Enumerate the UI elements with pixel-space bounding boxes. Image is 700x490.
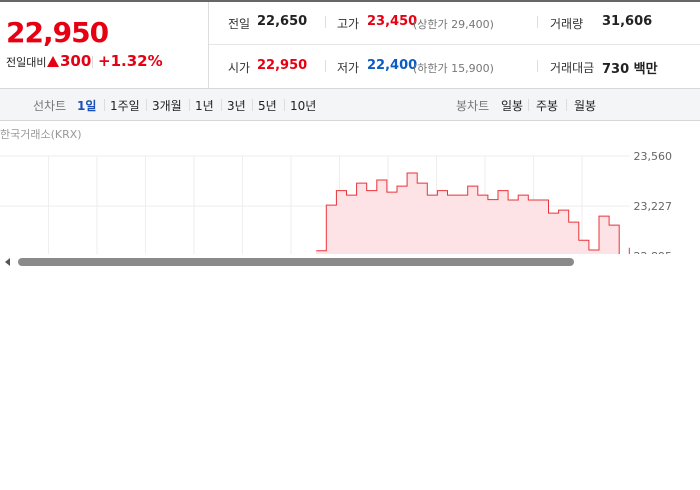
label: 거래대금 xyxy=(550,61,595,75)
tab-bar: 선차트 1일 1주일 3개월 1년 3년 5년 10년 봉차트 일봉 주봉 월봉 xyxy=(0,0,700,121)
separator xyxy=(92,56,93,68)
label: 고가 xyxy=(337,17,360,31)
tab[interactable]: 월봉 xyxy=(574,99,597,113)
price: 22,950 xyxy=(6,16,109,49)
price-line xyxy=(316,172,630,254)
tab[interactable]: 1주일 xyxy=(110,99,140,113)
quote-panel xyxy=(0,0,700,88)
chart: 한국거래소(KRX) 22,895 23,227 23,560 xyxy=(0,128,700,270)
value: 730 백만 xyxy=(602,62,658,77)
label: 전일 xyxy=(228,17,251,31)
tab[interactable]: 3개월 xyxy=(152,99,182,113)
separator xyxy=(252,99,253,111)
value: 23,450 xyxy=(367,14,418,29)
separator xyxy=(528,99,529,111)
scrollbar-thumb[interactable] xyxy=(18,258,574,266)
up-arrow xyxy=(47,56,59,67)
label: 저가 xyxy=(337,61,360,75)
separator xyxy=(146,99,147,111)
y-tick-label: 23,560 xyxy=(634,150,673,163)
scroll-arrow[interactable] xyxy=(5,258,10,266)
separator xyxy=(284,99,285,111)
y-tick-label: 22,895 xyxy=(634,250,673,263)
separator xyxy=(537,16,538,28)
separator xyxy=(189,99,190,111)
value: 31,606 xyxy=(602,14,653,29)
tab[interactable]: 10년 xyxy=(290,99,317,113)
separator xyxy=(325,60,326,72)
tab[interactable]: 일봉 xyxy=(501,99,524,113)
change: 300 xyxy=(60,52,92,70)
tab: 선차트 xyxy=(33,99,67,113)
separator xyxy=(537,60,538,72)
tab[interactable]: 주봉 xyxy=(536,99,559,113)
tab[interactable]: 3년 xyxy=(227,99,246,113)
tab-bar-bg xyxy=(0,88,700,121)
limit: (하한가 15,900) xyxy=(413,62,494,75)
separator xyxy=(104,99,105,111)
divider xyxy=(209,44,700,45)
separator xyxy=(221,99,222,111)
value: 22,650 xyxy=(257,14,308,29)
limit: (상한가 29,400) xyxy=(413,18,494,31)
label: 시가 xyxy=(228,61,251,75)
chart-source: 한국거래소(KRX) xyxy=(0,128,82,141)
price-area xyxy=(316,172,630,254)
separator xyxy=(566,99,567,111)
change-pct: +1.32% xyxy=(98,52,163,70)
divider xyxy=(208,2,209,88)
separator xyxy=(325,16,326,28)
plot: 22,895 23,227 23,560 xyxy=(0,150,673,263)
label: 거래량 xyxy=(550,17,584,31)
change-label: 전일대비 xyxy=(6,56,47,69)
tab: 봉차트 xyxy=(456,99,490,113)
tab[interactable]: 5년 xyxy=(258,99,277,113)
y-tick-label: 23,227 xyxy=(634,200,673,213)
tab[interactable]: 1년 xyxy=(195,99,214,113)
tab[interactable]: 1일 xyxy=(77,99,97,113)
value: 22,950 xyxy=(257,58,308,73)
value: 22,400 xyxy=(367,58,418,73)
